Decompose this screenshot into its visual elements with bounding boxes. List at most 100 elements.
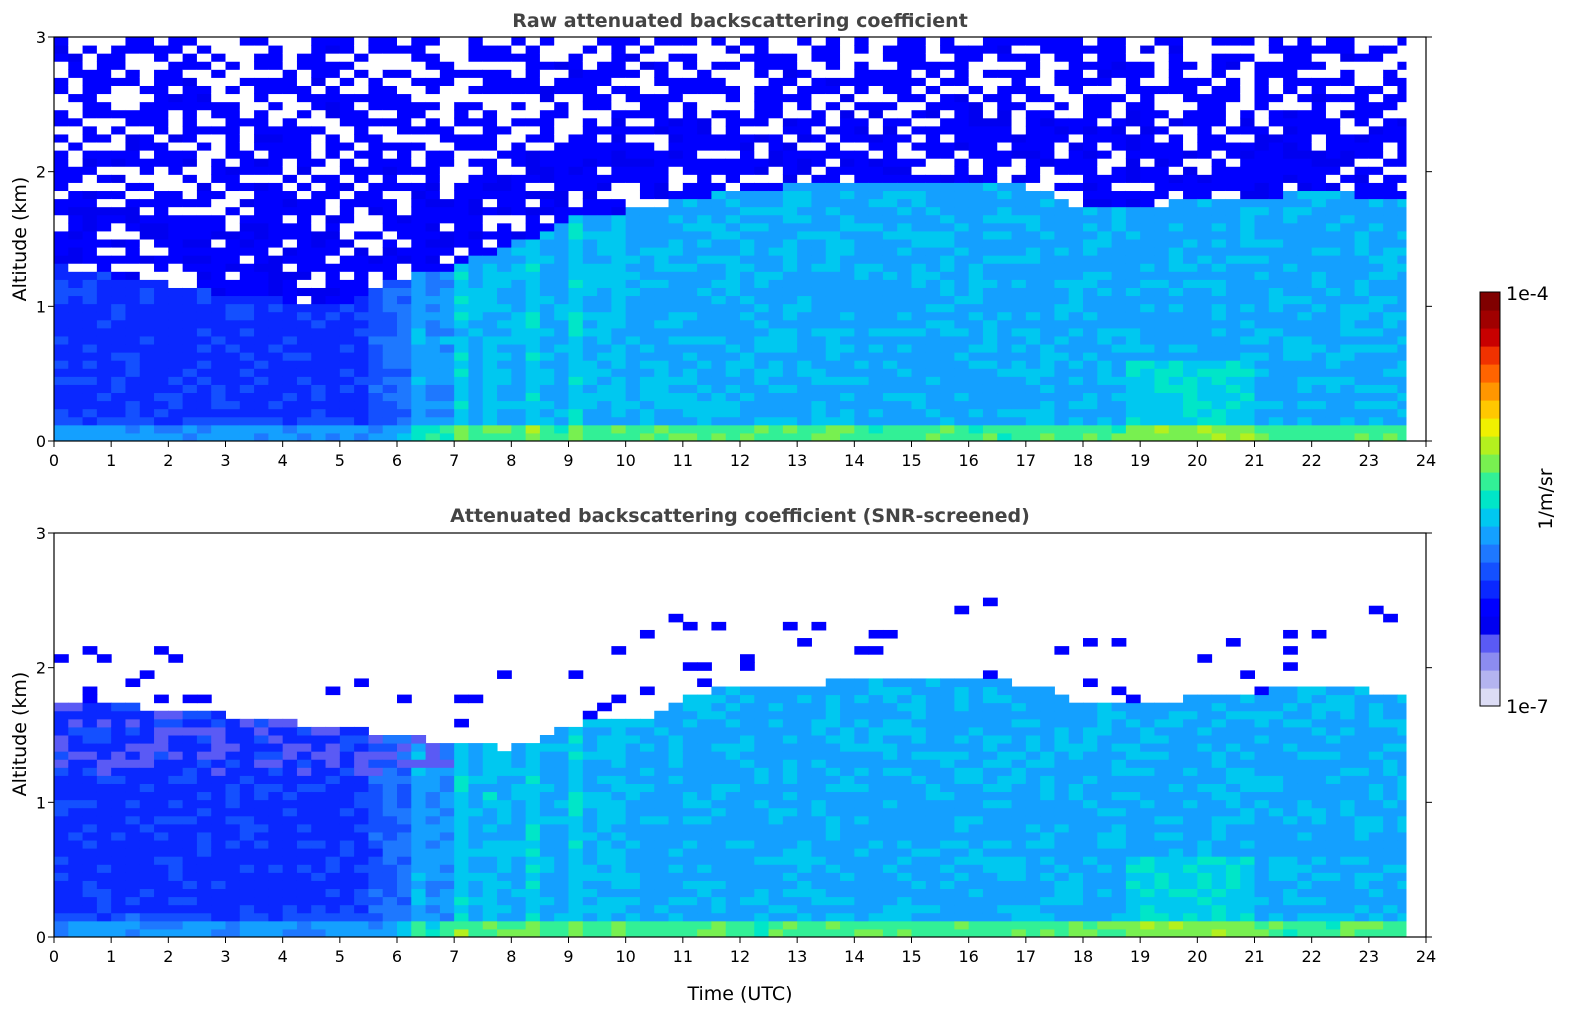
heatmap-cell	[682, 327, 698, 337]
heatmap-cell	[1283, 37, 1298, 46]
heatmap-cell	[1168, 206, 1184, 216]
heatmap-cell	[582, 150, 598, 159]
heatmap-cell	[1111, 77, 1127, 86]
heatmap-cell	[597, 247, 612, 256]
heatmap-cell	[182, 109, 198, 119]
heatmap-cell	[1154, 125, 1170, 135]
heatmap-cell	[1225, 198, 1241, 208]
heatmap-cell	[182, 85, 198, 95]
heatmap-cell	[1311, 214, 1327, 224]
heatmap-cell	[711, 214, 727, 224]
heatmap-cell	[1197, 400, 1213, 410]
heatmap-cell	[1040, 230, 1055, 240]
heatmap-cell	[1354, 230, 1370, 240]
heatmap-cell	[782, 230, 798, 240]
heatmap-cell	[782, 327, 798, 337]
heatmap-cell	[1183, 214, 1198, 224]
heatmap-cell	[482, 109, 498, 119]
heatmap-cell	[311, 392, 327, 402]
heatmap-cell	[282, 408, 298, 418]
heatmap-cell	[625, 125, 641, 135]
heatmap-cell	[668, 85, 684, 95]
heatmap-cell	[54, 69, 69, 78]
heatmap-cell	[239, 69, 255, 78]
heatmap-cell	[954, 158, 970, 167]
heatmap-cell	[439, 384, 455, 394]
heatmap-cell	[1183, 352, 1198, 361]
heatmap-cell	[568, 368, 584, 377]
heatmap-cell	[711, 400, 727, 410]
heatmap-cell	[454, 117, 469, 127]
heatmap-cell	[597, 61, 612, 70]
heatmap-cell	[82, 920, 98, 930]
heatmap-cell	[854, 303, 870, 313]
heatmap-cell	[768, 93, 784, 103]
heatmap-cell	[296, 53, 312, 62]
heatmap-cell	[1068, 37, 1084, 46]
heatmap-cell	[54, 319, 69, 329]
heatmap-cell	[1254, 416, 1270, 426]
heatmap-cell	[768, 109, 784, 119]
heatmap-cell	[1297, 190, 1313, 200]
heatmap-cell	[1340, 432, 1356, 442]
heatmap-cell	[1240, 239, 1255, 248]
heatmap-cell	[111, 912, 126, 922]
heatmap-cell	[111, 214, 126, 224]
heatmap-cell	[482, 53, 498, 62]
heatmap-cell	[525, 255, 541, 264]
heatmap-cell	[525, 392, 541, 402]
heatmap-cell	[254, 408, 269, 418]
heatmap-cell	[1325, 287, 1341, 297]
heatmap-cell	[1068, 327, 1084, 337]
heatmap-cell	[954, 432, 970, 442]
heatmap-cell	[196, 158, 212, 167]
heatmap-cell	[968, 142, 984, 151]
heatmap-cell	[239, 133, 255, 143]
heatmap-cell	[311, 45, 327, 54]
heatmap-cell	[111, 823, 126, 833]
heatmap-cell	[954, 360, 970, 369]
heatmap-cell	[1040, 85, 1055, 95]
heatmap-cell	[397, 53, 412, 62]
heatmap-cell	[768, 344, 784, 353]
heatmap-cell	[725, 214, 741, 224]
heatmap-cell	[225, 61, 241, 70]
heatmap-cell	[554, 335, 569, 345]
heatmap-cell	[1397, 198, 1407, 208]
heatmap-cell	[111, 327, 126, 337]
heatmap-cell	[254, 400, 269, 410]
heatmap-cell	[525, 303, 541, 313]
heatmap-cell	[1240, 214, 1255, 224]
heatmap-cell	[239, 125, 255, 135]
heatmap-cell	[1240, 174, 1255, 183]
heatmap-cell	[811, 392, 827, 402]
heatmap-cell	[1083, 125, 1098, 135]
heatmap-cell	[54, 263, 69, 272]
heatmap-cell	[96, 912, 112, 922]
heatmap-cell	[1011, 400, 1027, 410]
heatmap-cell	[296, 158, 312, 167]
heatmap-cell	[654, 53, 670, 62]
heatmap-cell	[1140, 408, 1155, 418]
heatmap-cell	[139, 376, 155, 385]
heatmap-cell	[282, 158, 298, 167]
heatmap-cell	[925, 133, 941, 143]
heatmap-cell	[697, 125, 712, 135]
heatmap-cell	[1225, 263, 1241, 272]
heatmap-cell	[296, 303, 312, 313]
heatmap-cell	[339, 117, 355, 127]
heatmap-cell	[468, 230, 484, 240]
heatmap-cell	[754, 230, 770, 240]
heatmap-cell	[768, 198, 784, 208]
heatmap-cell	[1268, 352, 1284, 361]
heatmap-cell	[1225, 69, 1241, 78]
heatmap-cell	[1054, 408, 1070, 418]
heatmap-cell	[982, 400, 998, 410]
heatmap-cell	[1040, 344, 1055, 353]
heatmap-cell	[397, 198, 412, 208]
heatmap-cell	[397, 376, 412, 385]
heatmap-cell	[139, 117, 155, 127]
heatmap-cell	[68, 206, 84, 216]
heatmap-cell	[625, 352, 641, 361]
heatmap-cell	[697, 85, 712, 95]
